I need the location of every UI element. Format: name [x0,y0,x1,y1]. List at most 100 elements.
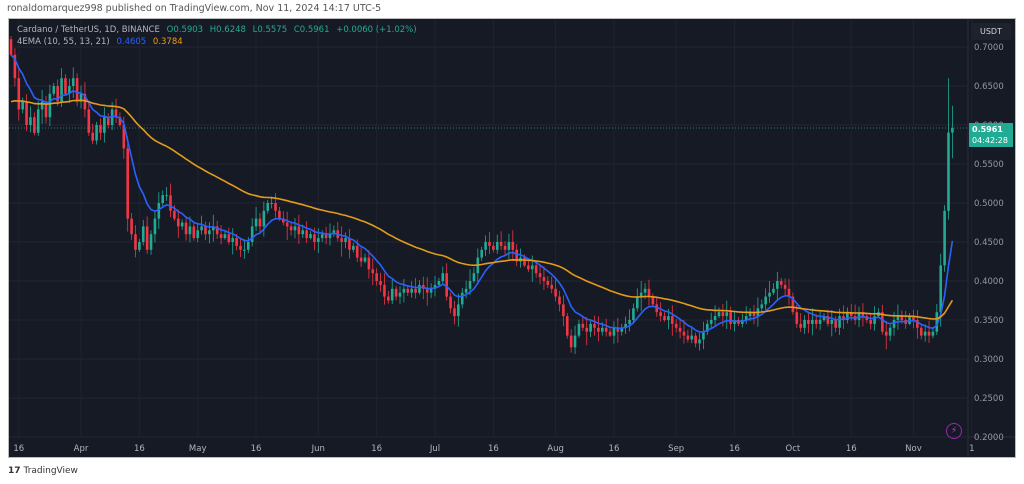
candle [916,310,919,339]
chart-panel[interactable]: 0.70000.65000.60000.55000.50000.45000.40… [8,18,1016,458]
candle-body [542,277,546,281]
candle-body [52,86,56,94]
candle-body [344,238,347,242]
candle-body [460,292,464,305]
candle [153,211,157,243]
candle-body [943,210,946,266]
candle-body [503,245,507,250]
price-chart[interactable]: 0.70000.65000.60000.55000.50000.45000.40… [9,19,1015,457]
candle-body [764,296,767,305]
candle-body [608,331,612,336]
candle-body [888,327,892,336]
candle-body [87,109,91,133]
candle-body [783,284,787,289]
candle [79,85,83,109]
candle-body [565,316,569,336]
candle [340,226,343,257]
candle [624,316,627,334]
candle [604,318,608,337]
candle-body [188,226,192,235]
candle [9,36,13,57]
candle-body [106,117,110,125]
candle [36,101,40,137]
candle-body [157,203,161,219]
candle [725,300,729,330]
ema-slow-line [10,99,954,320]
candle-body [352,245,355,250]
candle [593,315,596,336]
candle [83,82,87,118]
candle-body [165,195,168,197]
candle-body [690,335,694,340]
candle-body [184,222,188,235]
candle-body [437,281,441,285]
candle [542,266,546,290]
candle-body [301,230,305,235]
candle [258,212,262,234]
candle-body [511,242,515,250]
candle-body [134,234,137,250]
candle-body [192,226,196,239]
candle-body [682,331,686,336]
candle [87,103,91,136]
candle-body [635,296,639,309]
candle-body [425,288,429,293]
candle-body [68,86,71,94]
candle-body [266,203,270,211]
candle [149,230,153,255]
candle-body [534,265,538,274]
y-tick-label: 0.3000 [974,355,1004,365]
indicator-title[interactable]: 4EMA (10, 55, 13, 21) [17,37,110,47]
candle [114,98,118,124]
candle-body [468,281,472,289]
candle-body [597,327,600,332]
candle-body [558,296,561,305]
candle [702,321,705,350]
candle-body [830,320,834,324]
candle [95,121,98,145]
candle-body [410,288,413,293]
candle-body [577,323,581,336]
candle [787,278,791,305]
candle-body [149,234,153,250]
candle-body [655,304,659,313]
candle-body [787,288,791,297]
y-tick-label: 0.2000 [974,433,1004,443]
currency-label[interactable]: USDT [971,23,1011,40]
candle-body [744,316,748,320]
candle [713,305,717,326]
candle [499,231,503,251]
candle-body [289,226,293,231]
candle [846,307,849,324]
candle-body [9,39,13,55]
candle-body [807,320,810,324]
candle [285,211,289,240]
candle [289,221,293,236]
candle [379,272,382,292]
candle-body [733,320,736,324]
candle [534,261,538,278]
candle-body [523,257,526,266]
candle-body [842,316,845,320]
candle [908,312,911,326]
candle-body [492,245,495,250]
candle [29,106,32,133]
candle [760,299,764,313]
candle [282,211,285,226]
candle-body [429,288,433,293]
candle-body [472,273,476,281]
symbol-title[interactable]: Cardano / TetherUS, 1D, BINANCE [17,25,160,35]
candle-body [375,273,378,281]
candle [453,300,456,325]
candle [433,275,437,297]
candle [573,325,577,355]
candle [628,309,631,332]
x-tick-label: 16 [488,444,499,454]
candle [68,78,71,104]
candle-body [25,101,28,125]
candle [460,287,464,309]
candle-body [616,327,620,332]
candle-body [484,242,487,250]
candle-body [678,327,682,332]
lightning-icon[interactable]: ⚡ [946,423,962,439]
